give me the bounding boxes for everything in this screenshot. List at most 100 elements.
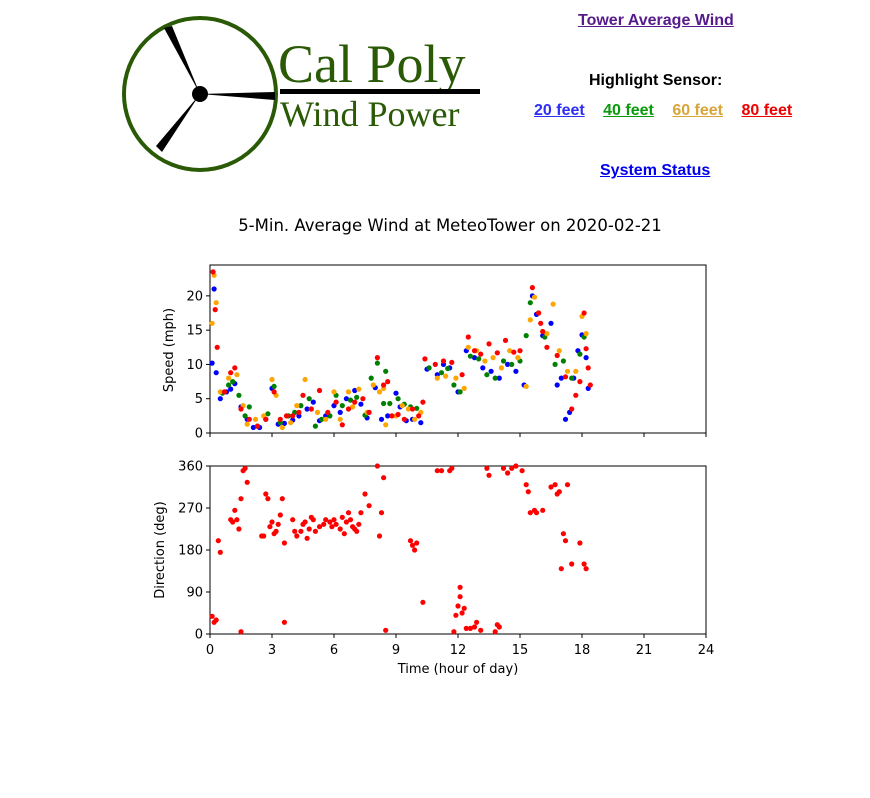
- data-point: [457, 594, 463, 600]
- data-point: [420, 399, 426, 405]
- data-point: [271, 389, 277, 395]
- data-point: [463, 625, 469, 631]
- data-point: [244, 479, 250, 485]
- data-point: [465, 334, 471, 340]
- sensor-link-80-feet[interactable]: 80 feet: [741, 102, 793, 119]
- data-point: [513, 368, 519, 374]
- data-point: [550, 301, 556, 307]
- direction-y-axis-label: Direction (deg): [153, 501, 168, 599]
- data-point: [279, 424, 285, 431]
- tower-average-wind-link[interactable]: Tower Average Wind: [578, 12, 734, 29]
- data-point: [461, 385, 467, 391]
- data-point: [290, 517, 296, 523]
- data-point: [252, 416, 259, 422]
- logo-text-line2: Wind Power: [280, 94, 460, 134]
- speed-points: [209, 269, 593, 431]
- data-point: [409, 542, 416, 548]
- data-point: [583, 346, 589, 352]
- data-point: [354, 528, 360, 534]
- data-point: [527, 510, 533, 516]
- data-point: [505, 361, 511, 367]
- data-point: [271, 383, 277, 389]
- speed-axis: 0 5 10 15 20: [186, 289, 707, 442]
- y-tick-label: 5: [195, 392, 203, 407]
- data-point: [352, 387, 358, 394]
- data-point: [296, 409, 302, 415]
- data-point: [562, 538, 569, 544]
- data-point: [230, 379, 236, 385]
- data-point: [564, 482, 571, 488]
- data-point: [319, 416, 325, 422]
- sensor-link-40-feet[interactable]: 40 feet: [603, 102, 654, 119]
- data-point: [356, 386, 362, 392]
- data-point: [288, 420, 294, 426]
- data-point: [583, 355, 589, 361]
- x-tick-label: 6: [330, 643, 338, 658]
- sensor-link-20-feet[interactable]: 20 feet: [534, 102, 585, 119]
- data-point: [494, 350, 500, 356]
- data-point: [517, 348, 523, 354]
- data-point: [434, 468, 440, 474]
- data-point: [314, 409, 321, 415]
- data-point: [505, 470, 511, 476]
- data-point: [440, 358, 447, 364]
- data-point: [577, 351, 583, 357]
- data-point: [552, 361, 558, 367]
- data-point: [577, 540, 583, 546]
- x-tick-label: 3: [268, 643, 276, 658]
- data-point: [298, 403, 304, 409]
- data-point: [558, 375, 564, 381]
- data-point: [478, 627, 484, 633]
- data-point: [564, 368, 571, 374]
- direction-panel: 0 90 180 270 360 0 3 6 9 12 15 18 21 24 Direction (de…: [153, 460, 714, 678]
- data-point: [312, 423, 318, 429]
- data-point: [310, 517, 316, 523]
- data-point: [370, 382, 376, 388]
- data-point: [250, 424, 256, 431]
- data-point: [492, 629, 498, 635]
- data-point: [449, 465, 455, 471]
- data-point: [484, 465, 490, 471]
- data-point: [500, 358, 507, 364]
- direction-axis: 0 90 180 270 360 0 3 6 9 12 15 18 21 24: [178, 460, 714, 659]
- data-point: [414, 405, 420, 411]
- data-point: [502, 337, 509, 343]
- data-point: [304, 535, 310, 541]
- logo-text-line1: Cal Poly: [278, 34, 466, 94]
- data-point: [389, 413, 395, 419]
- data-point: [358, 401, 364, 407]
- data-point: [414, 540, 420, 546]
- wind-chart: 5-Min. Average Wind at MeteoTower on 202…: [153, 216, 714, 678]
- data-point: [412, 547, 418, 553]
- data-point: [221, 389, 228, 395]
- data-point: [527, 317, 533, 323]
- data-point: [523, 482, 529, 488]
- data-point: [267, 524, 273, 530]
- data-point: [381, 400, 387, 407]
- data-point: [339, 422, 345, 428]
- data-point: [304, 406, 310, 412]
- data-point: [443, 373, 449, 379]
- data-point: [544, 344, 550, 350]
- data-point: [383, 627, 389, 633]
- y-tick-label: 15: [186, 324, 203, 339]
- data-point: [453, 375, 459, 381]
- data-point: [457, 389, 463, 395]
- data-point: [316, 387, 323, 394]
- x-tick-label: 15: [512, 643, 529, 658]
- sensor-link-60-feet[interactable]: 60 feet: [672, 102, 724, 119]
- data-point: [449, 359, 455, 365]
- data-point: [238, 629, 244, 635]
- data-point: [323, 416, 329, 422]
- cal-poly-wind-power-logo: Cal Poly Wind Power: [122, 16, 480, 172]
- data-point: [246, 404, 252, 410]
- y-tick-label: 0: [195, 427, 203, 442]
- data-point: [358, 510, 364, 516]
- data-point: [362, 491, 368, 497]
- system-status-link[interactable]: System Status: [600, 162, 711, 179]
- data-point: [587, 382, 593, 388]
- data-point: [453, 612, 459, 618]
- y-tick-label: 90: [186, 586, 203, 601]
- data-point: [461, 605, 467, 611]
- data-point: [486, 341, 492, 347]
